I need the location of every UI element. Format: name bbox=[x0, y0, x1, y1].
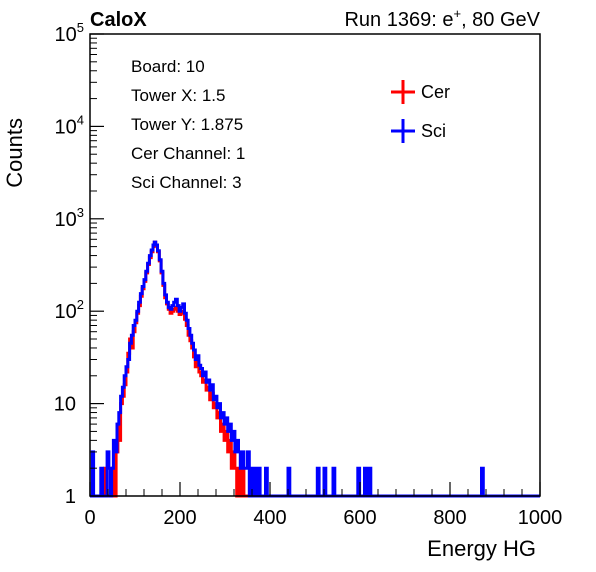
info-line: Board: 10 bbox=[131, 57, 205, 76]
header-run-suffix: , 80 GeV bbox=[461, 9, 541, 31]
x-tick-label: 600 bbox=[343, 507, 376, 529]
x-tick-label: 800 bbox=[433, 507, 466, 529]
info-line: Cer Channel: 1 bbox=[131, 144, 245, 163]
header-run-prefix: Run 1369: e bbox=[344, 9, 453, 31]
x-tick-label: 200 bbox=[163, 507, 196, 529]
series-layer bbox=[90, 240, 540, 498]
legend-label: Sci bbox=[421, 121, 446, 141]
y-tick-label: 102 bbox=[55, 297, 84, 323]
info-box: Board: 10 Tower X: 1.5 Tower Y: 1.875 Cer C… bbox=[131, 57, 245, 192]
info-line: Sci Channel: 3 bbox=[131, 173, 242, 192]
legend: Cer Sci bbox=[391, 80, 450, 143]
y-tick-label: 103 bbox=[55, 205, 84, 231]
header-title: CaloX bbox=[90, 9, 147, 31]
y-tick-label: 104 bbox=[55, 112, 84, 138]
x-axis-title: Energy HG bbox=[427, 536, 536, 561]
y-tick-label: 10 bbox=[54, 394, 76, 416]
y-axis-title: Counts bbox=[2, 118, 27, 188]
legend-label: Cer bbox=[421, 82, 450, 102]
x-tick-label: 400 bbox=[253, 507, 286, 529]
axis-layer: 0 200 400 600 800 1000 1 10 102 103 104 105 bbox=[54, 20, 563, 529]
plot-frame bbox=[89, 33, 541, 497]
y-tick-label: 105 bbox=[55, 20, 84, 46]
header-run-info: Run 1369: e+, 80 GeV bbox=[344, 6, 540, 31]
x-tick-label: 1000 bbox=[518, 507, 563, 529]
info-line: Tower X: 1.5 bbox=[131, 86, 226, 105]
x-tick-label: 0 bbox=[84, 507, 95, 529]
series-sci-line bbox=[90, 240, 540, 498]
info-line: Tower Y: 1.875 bbox=[131, 115, 243, 134]
y-tick-label: 1 bbox=[65, 486, 76, 508]
header-run-sup: + bbox=[453, 6, 461, 21]
series-cer-line bbox=[90, 240, 540, 498]
